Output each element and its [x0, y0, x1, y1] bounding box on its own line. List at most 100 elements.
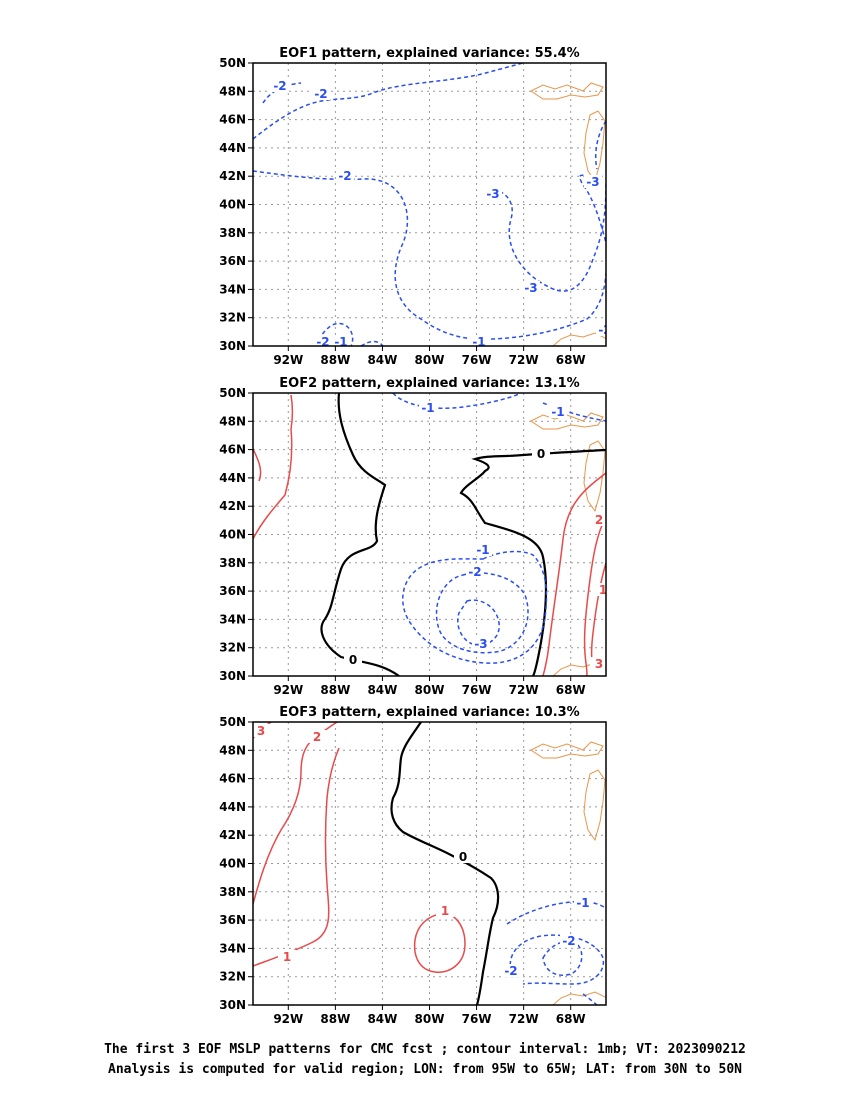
contour-label: 0 — [459, 850, 467, 864]
caption-line-2: Analysis is computed for valid region; L… — [108, 1062, 742, 1077]
contour-label-bg — [474, 543, 492, 556]
contour-line — [262, 82, 302, 104]
lat-tick-label: 48N — [219, 84, 246, 98]
contour-label-bg — [332, 335, 350, 346]
contour-line — [582, 993, 598, 1005]
contour-label: -1 — [476, 543, 489, 557]
lat-tick-label: 40N — [219, 857, 246, 871]
grid-lines — [253, 393, 606, 676]
contour-line — [390, 722, 500, 1005]
contour-label: -1 — [421, 401, 434, 415]
lon-tick-label: 76W — [462, 1012, 492, 1026]
contour-line — [253, 747, 340, 967]
lat-tick-label: 30N — [219, 669, 246, 683]
contour-label: 1 — [599, 583, 607, 597]
lon-tick-label: 68W — [556, 683, 586, 697]
coastline — [530, 733, 606, 1005]
contour-line — [253, 722, 338, 905]
contour-line — [402, 550, 548, 664]
contour-label-bg — [532, 447, 550, 460]
lat-tick-label: 34N — [219, 282, 246, 296]
lat-tick-label: 44N — [219, 800, 246, 814]
lon-tick-label: 92W — [273, 683, 303, 697]
lon-tick-label: 84W — [367, 353, 397, 367]
panel-title: EOF1 pattern, explained variance: 55.4% — [279, 46, 579, 61]
contour-label: -3 — [586, 175, 599, 189]
lat-tick-label: 40N — [219, 528, 246, 542]
contour-label: 2 — [313, 730, 321, 744]
contour-label-bg — [436, 904, 454, 917]
contour-label: 0 — [537, 447, 545, 461]
panel-title: EOF3 pattern, explained variance: 10.3% — [279, 705, 579, 720]
map-contents: -2 -2 -2 -3 -3 -3 -2 -2 -1 -1 — [253, 63, 611, 349]
contour-line — [320, 393, 400, 676]
lat-tick-label: 48N — [219, 743, 246, 757]
lon-tick-label: 88W — [320, 683, 350, 697]
contour-label-bg — [344, 653, 362, 666]
lat-tick-label: 32N — [219, 970, 246, 984]
lon-tick-label: 72W — [509, 353, 539, 367]
lat-tick-label: 48N — [219, 414, 246, 428]
contour-line — [413, 913, 466, 973]
contour-line — [590, 562, 606, 670]
lon-tick-label: 68W — [556, 1012, 586, 1026]
contour-label: -3 — [524, 281, 537, 295]
contour-label: -2 — [273, 79, 286, 93]
lat-tick-label: 50N — [219, 386, 246, 400]
lon-tick-label: 92W — [273, 1012, 303, 1026]
contour-label: -2 — [562, 934, 575, 948]
contour-label-bg — [484, 187, 502, 200]
contour-label: 2 — [595, 513, 603, 527]
contour-label-bg — [560, 934, 578, 947]
lat-tick-label: 32N — [219, 311, 246, 325]
lat-tick-label: 42N — [219, 499, 246, 513]
contour-label-bg — [584, 175, 602, 188]
lon-tick-label: 80W — [415, 1012, 445, 1026]
contour-label-bg — [454, 850, 472, 863]
lat-tick-label: 42N — [219, 828, 246, 842]
lon-tick-label: 68W — [556, 353, 586, 367]
contour-line — [253, 394, 294, 540]
contour-label: 1 — [441, 904, 449, 918]
contour-line — [542, 472, 606, 676]
contour-label-bg — [253, 724, 270, 737]
contour-label: -1 — [334, 335, 347, 349]
contour-line — [542, 940, 583, 976]
contour-label: -1 — [551, 405, 564, 419]
contour-label-bg — [271, 79, 289, 92]
contour-line — [314, 322, 354, 346]
lon-tick-label: 80W — [415, 353, 445, 367]
contour-line — [542, 402, 606, 422]
contour-line — [594, 120, 606, 170]
contour-label-bg — [314, 335, 332, 346]
contour-label: -1 — [472, 335, 485, 349]
lat-tick-label: 38N — [219, 226, 246, 240]
contour-label-bg — [590, 513, 606, 526]
contour-line — [583, 516, 606, 676]
contour-label-bg — [502, 964, 520, 977]
lat-tick-label: 32N — [219, 641, 246, 655]
contour-label: -2 — [598, 323, 611, 337]
lat-tick-label: 30N — [219, 998, 246, 1012]
map-panel-eof2: EOF2 pattern, explained variance: 13.1% -… — [219, 376, 607, 697]
map-contents: -1 -1 0 -1 -2 -3 0 2 3 1 — [253, 393, 607, 676]
panel-title: EOF2 pattern, explained variance: 13.1% — [279, 376, 579, 391]
contour-label: -2 — [314, 87, 327, 101]
contour-line — [253, 63, 524, 140]
contour-label-bg — [336, 169, 354, 182]
contour-label-bg — [419, 401, 437, 414]
contour-label: -3 — [474, 637, 487, 651]
contour-label-bg — [312, 87, 330, 100]
contour-label: -2 — [468, 565, 481, 579]
contour-label-bg — [549, 405, 567, 418]
contour-label: 3 — [595, 657, 603, 671]
contour-line — [253, 170, 606, 341]
contour-line — [392, 393, 522, 409]
lon-tick-label: 80W — [415, 683, 445, 697]
contour-line — [492, 182, 606, 292]
lat-tick-label: 46N — [219, 443, 246, 457]
lon-tick-label: 84W — [367, 1012, 397, 1026]
contour-line — [457, 599, 500, 646]
lat-tick-label: 46N — [219, 772, 246, 786]
